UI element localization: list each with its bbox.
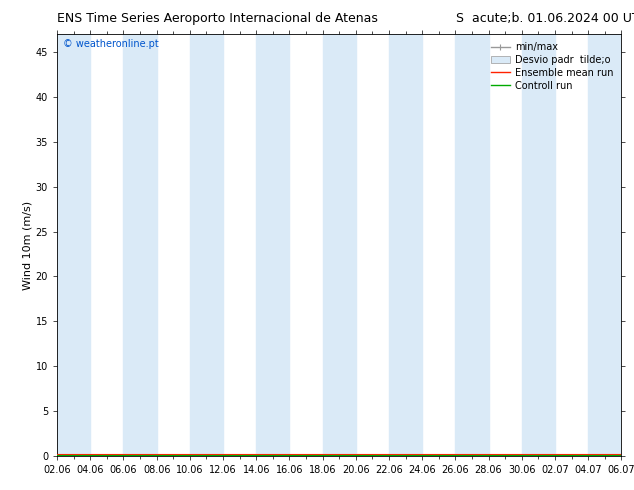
Legend: min/max, Desvio padr  tilde;o, Ensemble mean run, Controll run: min/max, Desvio padr tilde;o, Ensemble m… [488,39,616,94]
Text: ENS Time Series Aeroporto Internacional de Atenas: ENS Time Series Aeroporto Internacional … [57,12,378,25]
Bar [522,34,555,456]
Bar [588,34,621,456]
Text: © weatheronline.pt: © weatheronline.pt [63,39,158,49]
Y-axis label: Wind 10m (m/s): Wind 10m (m/s) [23,200,33,290]
Bar [124,34,157,456]
Bar [57,34,90,456]
Bar [323,34,356,456]
Bar [190,34,223,456]
Bar [389,34,422,456]
Bar [256,34,289,456]
Bar [455,34,489,456]
Text: S  acute;b. 01.06.2024 00 UTC: S acute;b. 01.06.2024 00 UTC [456,12,634,25]
